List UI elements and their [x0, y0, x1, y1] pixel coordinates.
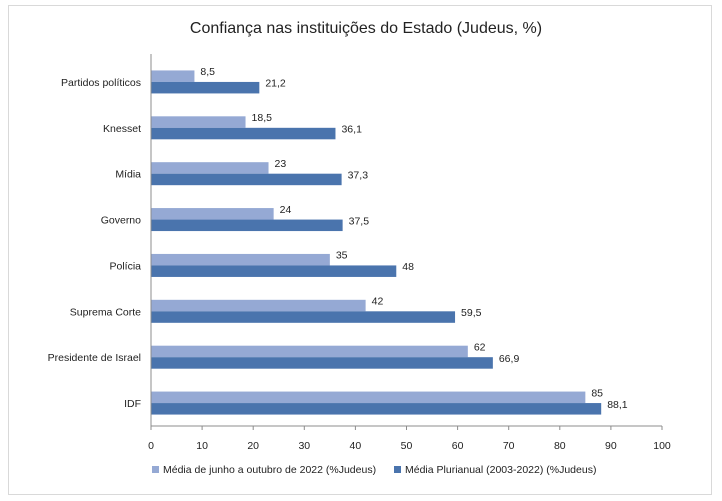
data-label: 88,1	[607, 399, 628, 411]
bar	[151, 70, 195, 82]
bar	[151, 162, 269, 174]
plot-area: Partidos políticos 8,5 21,2 Knesset 18,5 36,1…	[48, 54, 628, 426]
bar	[151, 253, 330, 266]
category-label: Mídia	[115, 169, 141, 181]
category-label: Partidos políticos	[61, 77, 141, 89]
category-label: Governo	[101, 215, 141, 227]
data-label: 21,2	[265, 78, 286, 90]
x-tick-label: 70	[503, 440, 515, 452]
data-label: 59,5	[461, 307, 482, 319]
data-label: 48	[402, 261, 414, 273]
legend-entry: Média de junho a outubro de 2022 (%Judeu…	[163, 464, 376, 476]
x-tick-label: 20	[247, 440, 259, 452]
data-label: 8,5	[200, 66, 215, 78]
data-label: 37,5	[349, 215, 370, 227]
x-tick-label: 0	[148, 440, 154, 452]
chart-frame	[8, 5, 712, 495]
category-label: Knesset	[103, 123, 141, 135]
data-label: 62	[474, 341, 486, 353]
data-label: 35	[336, 250, 348, 262]
x-tick-label: 10	[196, 440, 208, 452]
bar	[151, 173, 342, 186]
legend-swatch	[394, 466, 401, 473]
x-tick-label: 30	[298, 440, 310, 452]
x-tick-label: 60	[452, 440, 464, 452]
bar	[151, 345, 468, 358]
x-tick-label: 100	[653, 440, 671, 452]
data-label: 18,5	[252, 112, 273, 124]
legend-swatch	[152, 466, 159, 473]
x-tick-label: 40	[350, 440, 362, 452]
bar	[151, 116, 246, 128]
data-label: 85	[591, 387, 603, 399]
x-axis: 0 10 20 30 40 50 60 70 80 90 100	[148, 425, 671, 452]
category-label: Presidente de Israel	[48, 352, 141, 364]
data-label: 42	[372, 296, 384, 308]
bar	[151, 357, 493, 369]
bar	[151, 391, 586, 404]
category-label: Polícia	[109, 260, 141, 272]
category-label: IDF	[124, 398, 141, 410]
bar	[151, 208, 274, 220]
legend: Média de junho a outubro de 2022 (%Judeu…	[152, 464, 596, 476]
data-label: 37,3	[348, 169, 369, 181]
data-label: 66,9	[499, 353, 520, 365]
data-label: 23	[275, 158, 287, 170]
bar	[151, 311, 456, 323]
x-tick-label: 50	[401, 440, 413, 452]
data-label: 24	[280, 204, 292, 216]
chart-title: Confiança nas instituições do Estado (Ju…	[190, 20, 542, 37]
category-label: Suprema Corte	[70, 306, 141, 318]
bar	[151, 403, 602, 415]
x-tick-label: 80	[554, 440, 566, 452]
bar	[151, 299, 366, 312]
data-label: 36,1	[341, 124, 362, 136]
bar	[151, 81, 260, 94]
bar	[151, 265, 397, 277]
x-tick-label: 90	[605, 440, 617, 452]
bar	[151, 219, 343, 232]
legend-entry: Média Plurianual (2003-2022) (%Judeus)	[405, 464, 596, 476]
bar	[151, 127, 336, 140]
